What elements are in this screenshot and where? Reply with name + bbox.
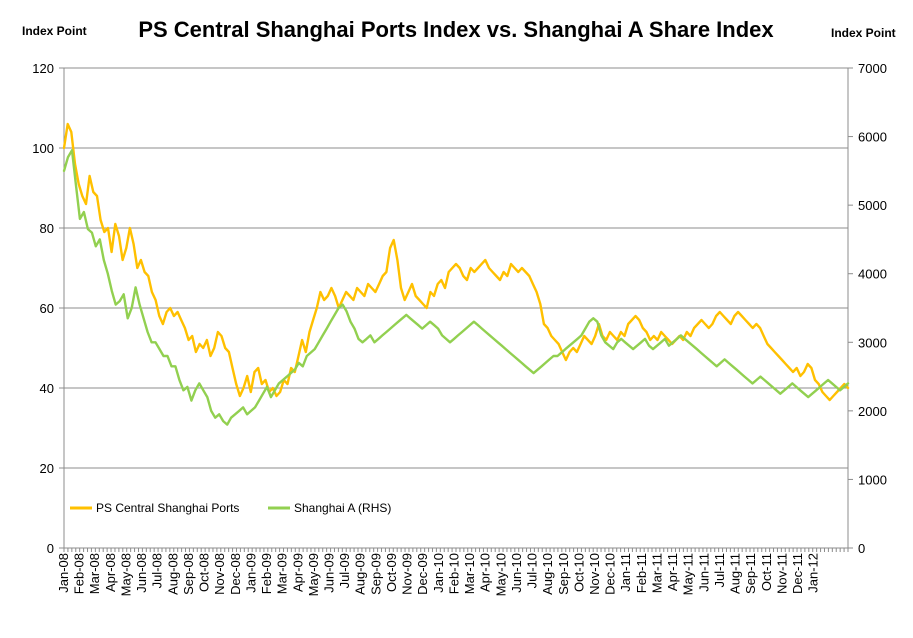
right-tick-label: 4000 [858,267,887,282]
right-axis-ticks: 0 1000 2000 3000 4000 5000 6000 7000 [848,61,887,556]
x-tick-label: Jun-09 [322,553,337,593]
x-tick-label: Jan-12 [806,553,821,593]
series-layer [62,122,850,426]
x-tick-label: Apr-11 [665,553,680,591]
x-tick-label: May-10 [493,553,508,596]
x-tick-label: Feb-10 [446,553,461,594]
left-tick-label: 20 [40,461,54,476]
x-tick-label: Apr-08 [103,553,118,592]
series-line-shanghai-a [62,149,850,426]
x-tick-label: Apr-09 [290,553,305,592]
x-tick-label: Jul-10 [525,553,540,588]
x-tick-label: Nov-10 [587,553,602,595]
x-tick-label: Oct-10 [571,553,586,592]
x-tick-label: Jan-10 [431,553,446,593]
x-tick-label: Sep-08 [181,553,196,595]
x-tick-label: Feb-08 [72,553,87,594]
right-tick-label: 7000 [858,61,887,76]
x-tick-label: May-09 [306,553,321,596]
x-tick-label: Apr-10 [478,553,493,592]
x-tick-label: Dec-11 [790,553,805,594]
left-tick-label: 0 [47,541,54,556]
right-tick-label: 2000 [858,404,887,419]
x-tick-label: Jun-08 [134,553,149,593]
x-tick-label: Jun-11 [696,553,711,592]
x-tick-label: Oct-11 [759,553,774,591]
x-tick-label: Jan-11 [618,553,633,592]
x-tick-label: May-08 [119,553,134,596]
left-axis-title: Index Point [22,24,87,38]
chart-title: PS Central Shanghai Ports Index vs. Shan… [138,17,774,42]
x-tick-label: Jan-09 [243,553,258,593]
series-line-ports [62,122,850,402]
x-tick-label: May-11 [681,553,696,595]
x-axis-ticks: Jan-08 Feb-08 Mar-08 Apr-08 May-08 Jun-08 Jul-… [56,548,849,596]
right-tick-label: 5000 [858,198,887,213]
x-tick-label: Sep-11 [743,553,758,594]
x-tick-label: Oct-09 [384,553,399,592]
x-tick-label: Aug-09 [353,553,368,595]
x-tick-label: Mar-09 [275,553,290,594]
x-tick-label: Mar-08 [87,553,102,594]
x-tick-label: Feb-09 [259,553,274,594]
x-tick-label: Jul-09 [337,553,352,588]
x-tick-label: Sep-10 [556,553,571,595]
left-axis-ticks: 0 20 40 60 80 100 120 [32,61,64,556]
x-tick-label: Jan-08 [56,553,71,593]
x-tick-label: Jul-08 [150,553,165,588]
right-tick-label: 3000 [858,335,887,350]
x-tick-label: Nov-09 [400,553,415,595]
legend-label-shanghai-a: Shanghai A (RHS) [294,501,391,515]
x-tick-label: Jul-11 [712,553,727,587]
right-tick-label: 6000 [858,130,887,145]
gridlines [64,67,848,469]
left-tick-label: 60 [40,301,54,316]
left-tick-label: 40 [40,381,54,396]
legend-label-ports: PS Central Shanghai Ports [96,501,239,515]
left-tick-label: 120 [32,61,54,76]
x-tick-label: Aug-11 [728,553,743,594]
x-tick-label: Mar-10 [462,553,477,594]
x-tick-label: Dec-10 [603,553,618,595]
x-tick-label: Dec-08 [228,553,243,595]
left-tick-label: 100 [32,141,54,156]
x-tick-label: Sep-09 [368,553,383,595]
x-tick-label: Aug-08 [165,553,180,595]
x-tick-label: Nov-11 [774,553,789,594]
x-tick-label: Nov-08 [212,553,227,595]
x-tick-label: Oct-08 [197,553,212,592]
right-tick-label: 1000 [858,472,887,487]
x-tick-label: Jun-10 [509,553,524,593]
legend: PS Central Shanghai Ports Shanghai A (RH… [70,501,391,515]
right-tick-label: 0 [858,541,865,556]
x-tick-label: Aug-10 [540,553,555,595]
x-tick-label: Mar-11 [650,553,665,593]
left-tick-label: 80 [40,221,54,236]
right-axis-title: Index Point [831,26,896,40]
x-tick-label: Dec-09 [415,553,430,595]
x-tick-label: Feb-11 [634,553,649,593]
